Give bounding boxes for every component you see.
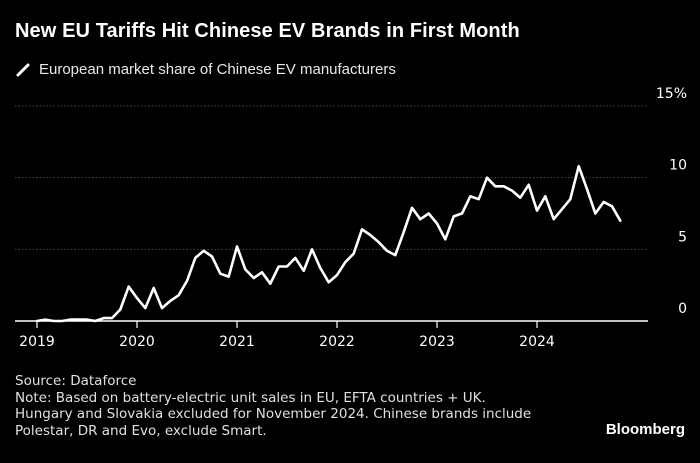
- legend: European market share of Chinese EV manu…: [15, 61, 396, 78]
- x-tick-label: 2019: [19, 334, 55, 350]
- x-tick-label: 2020: [119, 334, 155, 350]
- legend-line-icon: [16, 63, 30, 76]
- y-tick-label: 10: [669, 158, 687, 174]
- y-tick-label: 15%: [656, 86, 687, 102]
- x-tick-label: 2021: [219, 334, 255, 350]
- note-line-2: Hungary and Slovakia excluded for Novemb…: [15, 406, 532, 422]
- y-axis-ticks: 0 5 10 15%: [656, 86, 687, 317]
- series-layer: [35, 164, 622, 323]
- x-tick-label: 2024: [519, 334, 555, 350]
- x-tick-label: 2023: [419, 334, 455, 350]
- note-line-1: Note: Based on battery-electric unit sal…: [15, 389, 486, 406]
- y-tick-label: 0: [678, 301, 687, 317]
- bloomberg-logo: Bloomberg: [605, 421, 685, 438]
- footer: Source: Dataforce Note: Based on battery…: [15, 373, 531, 439]
- source-text: Source: Dataforce: [15, 373, 137, 389]
- grid-lines: [15, 105, 648, 322]
- chart-title: New EU Tariffs Hit Chinese EV Brands in …: [15, 20, 520, 42]
- series-line-0: [35, 164, 622, 323]
- note-line-3: Polestar, DR and Evo, exclude Smart.: [15, 422, 267, 439]
- x-axis-ticks: 2019 2020 2021 2022 2023 2024: [19, 321, 555, 350]
- legend-label: European market share of Chinese EV manu…: [39, 61, 396, 78]
- y-tick-label: 5: [678, 229, 687, 245]
- x-tick-label: 2022: [319, 334, 355, 350]
